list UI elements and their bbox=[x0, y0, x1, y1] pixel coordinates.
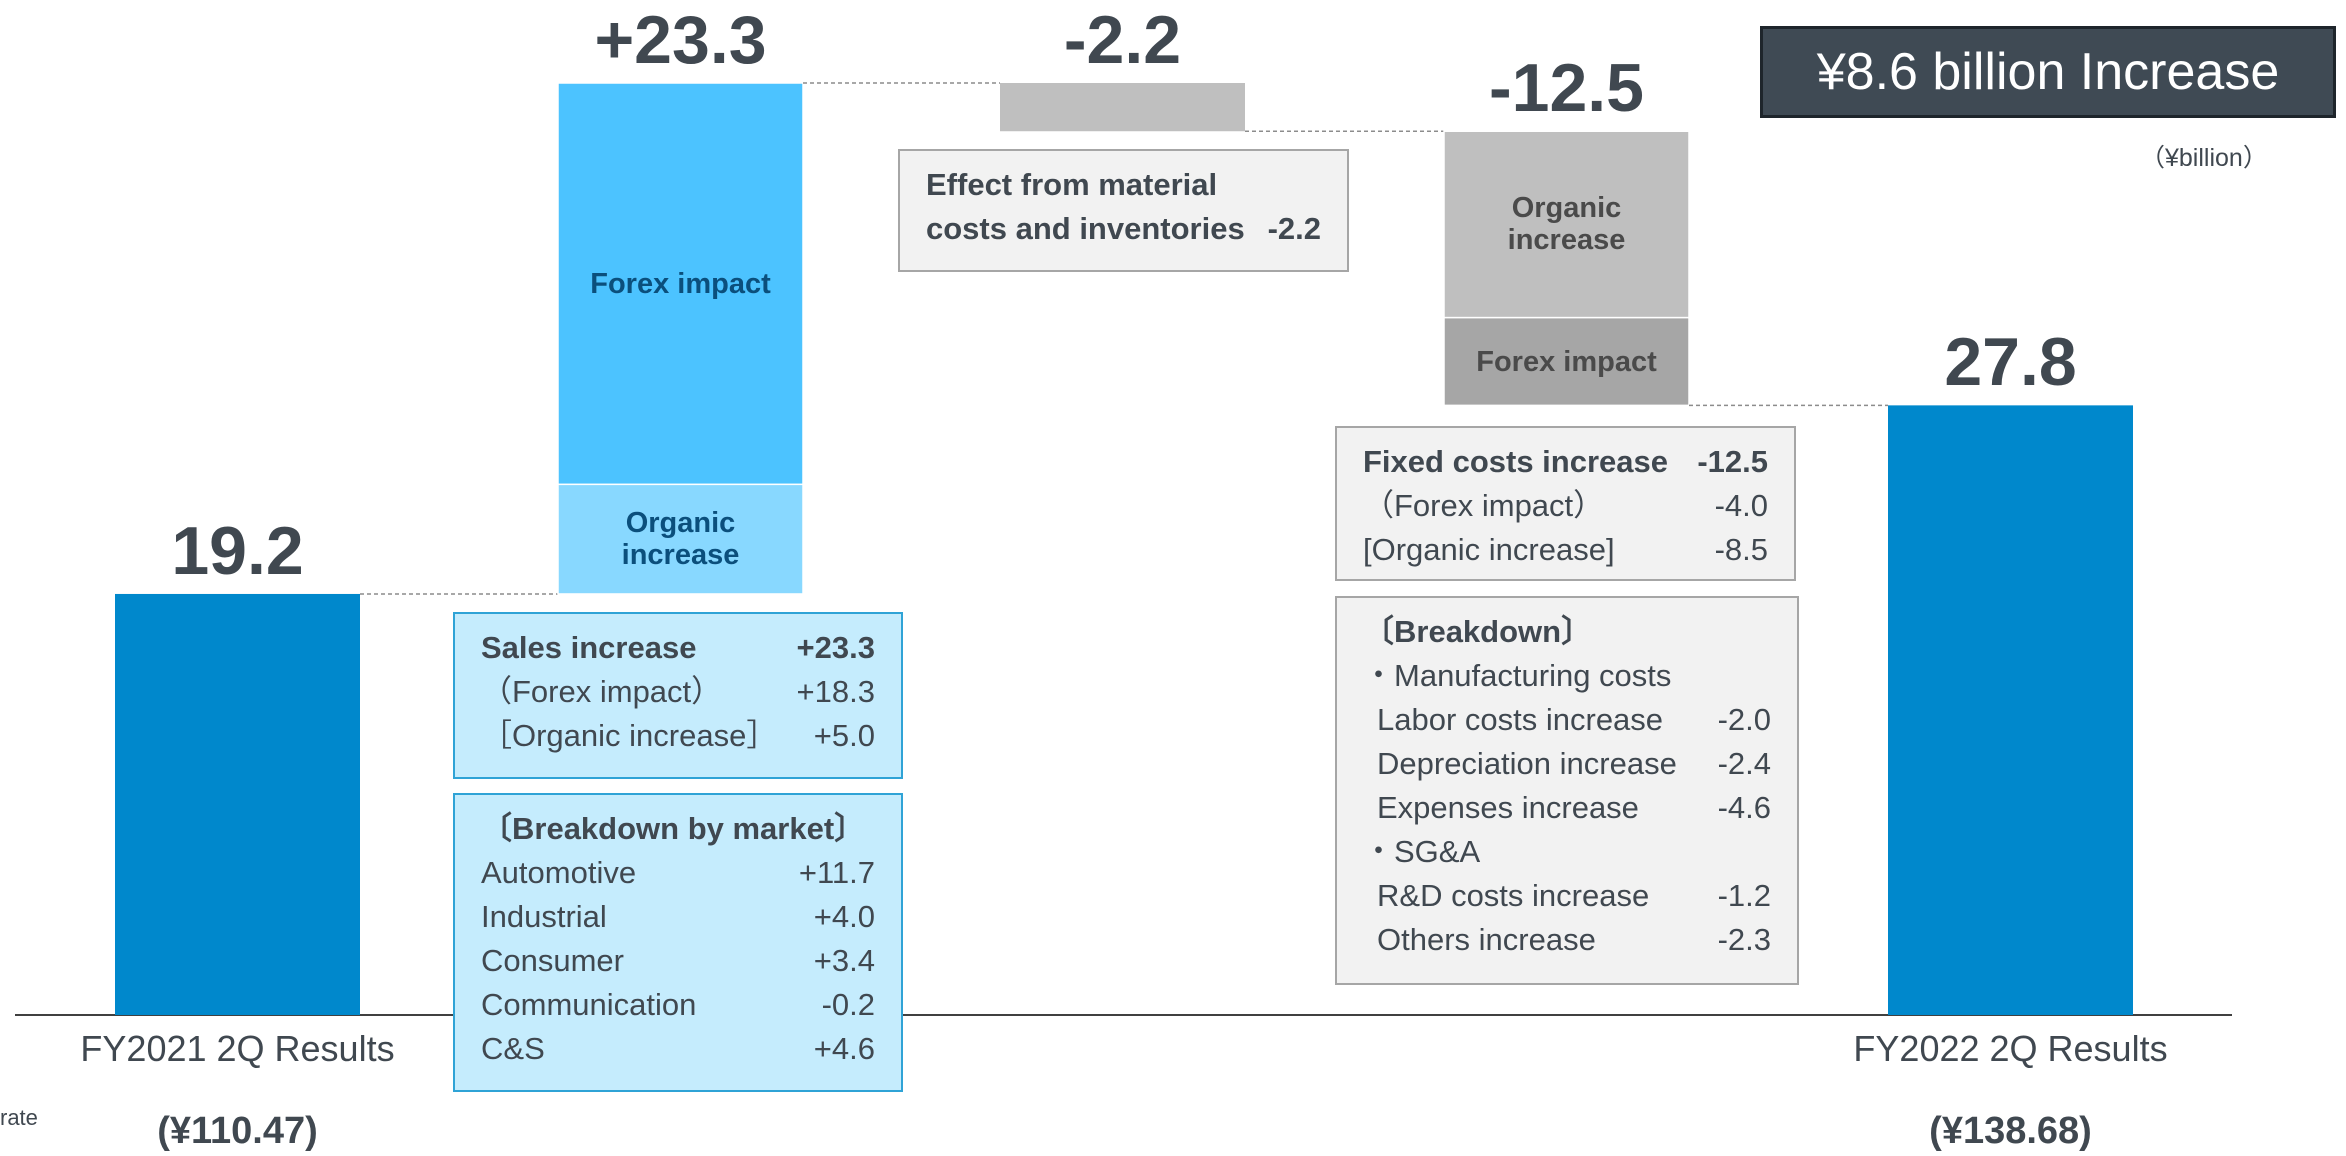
text-box: Fixed costs increase -12.5 （Forex impact） -… bbox=[1335, 426, 1796, 581]
value-label: -2.2 bbox=[1063, 2, 1182, 78]
row-label: 〔Breakdown by market〕 bbox=[481, 811, 866, 846]
box-row: Automotive +11.7 bbox=[481, 851, 875, 895]
row-label: Consumer bbox=[481, 943, 624, 978]
text-box: 〔Breakdown〕・Manufacturing costs Labor cos… bbox=[1335, 596, 1799, 985]
row-label: Others increase bbox=[1377, 922, 1596, 957]
category-label: FY2021 2Q Results bbox=[80, 1028, 395, 1069]
box-row: Sales increase +23.3 bbox=[481, 626, 875, 670]
row-value: -4.0 bbox=[1714, 488, 1768, 523]
row-label: [Organic increase] bbox=[1363, 532, 1615, 567]
row-label: Automotive bbox=[481, 855, 637, 890]
text-box: 〔Breakdown by market〕 Automotive +11.7 Indu… bbox=[453, 793, 903, 1092]
segment-label: Organic increase bbox=[621, 507, 740, 572]
box-row: ・Manufacturing costs bbox=[1363, 654, 1771, 698]
category-label: FY2022 2Q Results bbox=[1853, 1028, 2168, 1069]
row-value: -12.5 bbox=[1697, 444, 1768, 479]
headline-box: ¥8.6 billion Increase bbox=[1760, 26, 2336, 118]
bar-segment bbox=[557, 82, 804, 486]
value-label: -12.5 bbox=[1489, 50, 1644, 127]
row-label: Communication bbox=[481, 987, 697, 1022]
box-row: Communication -0.2 bbox=[481, 983, 875, 1027]
row-label: costs and inventories bbox=[926, 211, 1245, 246]
row-value: -2.2 bbox=[1267, 211, 1321, 246]
row-value: -8.5 bbox=[1714, 532, 1768, 567]
value-label: 19.2 bbox=[171, 512, 304, 589]
row-label: （Forex impact） bbox=[481, 674, 723, 709]
box-row: costs and inventories -2.2 bbox=[926, 207, 1321, 251]
row-value: +18.3 bbox=[796, 674, 875, 709]
bar bbox=[115, 593, 360, 1015]
row-value: -2.0 bbox=[1717, 702, 1771, 737]
box-row: 〔Breakdown〕 bbox=[1363, 610, 1771, 654]
bar-segment bbox=[557, 483, 804, 595]
text-box: Sales increase +23.3 （Forex impact） +18.3 ［O… bbox=[453, 612, 903, 779]
row-label: Fixed costs increase bbox=[1363, 444, 1668, 479]
row-label: C&S bbox=[481, 1031, 545, 1066]
row-value: +23.3 bbox=[796, 630, 875, 665]
box-row: Industrial +4.0 bbox=[481, 895, 875, 939]
row-value: +4.0 bbox=[813, 899, 875, 934]
row-label: R&D costs increase bbox=[1377, 878, 1650, 913]
row-value: +3.4 bbox=[813, 943, 875, 978]
row-label: Industrial bbox=[481, 899, 607, 934]
row-label: ［Organic increase］ bbox=[481, 718, 778, 753]
box-row: （Forex impact） +18.3 bbox=[481, 670, 875, 714]
bar bbox=[1888, 405, 2133, 1015]
value-label: +23.3 bbox=[594, 2, 767, 78]
box-row: R&D costs increase -1.2 bbox=[1363, 874, 1771, 918]
row-label: Sales increase bbox=[481, 630, 697, 665]
box-row: Effect from material bbox=[926, 163, 1321, 207]
box-row: Expenses increase -4.6 bbox=[1363, 786, 1771, 830]
row-value: -0.2 bbox=[821, 987, 875, 1022]
box-row: ［Organic increase］ +5.0 bbox=[481, 714, 875, 758]
row-value: -2.3 bbox=[1717, 922, 1771, 957]
row-label: （Forex impact） bbox=[1363, 488, 1605, 523]
box-row: C&S +4.6 bbox=[481, 1027, 875, 1071]
bar-segment bbox=[1443, 316, 1690, 407]
row-value: +5.0 bbox=[813, 718, 875, 753]
box-row: Labor costs increase -2.0 bbox=[1363, 698, 1771, 742]
row-value: +4.6 bbox=[813, 1031, 875, 1066]
row-label: Labor costs increase bbox=[1377, 702, 1664, 737]
row-label: Expenses increase bbox=[1377, 790, 1639, 825]
box-row: Fixed costs increase -12.5 bbox=[1363, 440, 1768, 484]
edge-note: rate bbox=[0, 1105, 38, 1130]
row-value: +11.7 bbox=[798, 855, 875, 890]
segment-label: Organic increase bbox=[1507, 192, 1626, 257]
text-box: Effect from material costs and inventorie… bbox=[898, 149, 1349, 272]
row-label: Effect from material bbox=[926, 167, 1218, 202]
row-label: Depreciation increase bbox=[1377, 746, 1677, 781]
row-label: 〔Breakdown〕 bbox=[1363, 614, 1593, 649]
segment-label: Forex impact bbox=[1476, 345, 1657, 378]
row-label: ・Manufacturing costs bbox=[1363, 658, 1672, 693]
row-value: -4.6 bbox=[1717, 790, 1771, 825]
unit-label: （¥billion） bbox=[2140, 144, 2268, 172]
bar-segment bbox=[1443, 130, 1690, 319]
box-row: [Organic increase] -8.5 bbox=[1363, 528, 1768, 572]
segment-label: Forex impact bbox=[590, 267, 771, 300]
bar bbox=[1000, 83, 1245, 132]
value-label: 27.8 bbox=[1944, 324, 2077, 401]
box-row: 〔Breakdown by market〕 bbox=[481, 807, 875, 851]
category-note: (¥110.47) bbox=[157, 1110, 318, 1152]
row-label: ・SG&A bbox=[1363, 834, 1481, 869]
box-row: Others increase -2.3 bbox=[1363, 918, 1771, 962]
box-row: ・SG&A bbox=[1363, 830, 1771, 874]
row-value: -2.4 bbox=[1717, 746, 1771, 781]
box-row: Depreciation increase -2.4 bbox=[1363, 742, 1771, 786]
box-row: （Forex impact） -4.0 bbox=[1363, 484, 1768, 528]
category-note: (¥138.68) bbox=[1929, 1110, 2092, 1152]
row-value: -1.2 bbox=[1717, 878, 1771, 913]
box-row: Consumer +3.4 bbox=[481, 939, 875, 983]
